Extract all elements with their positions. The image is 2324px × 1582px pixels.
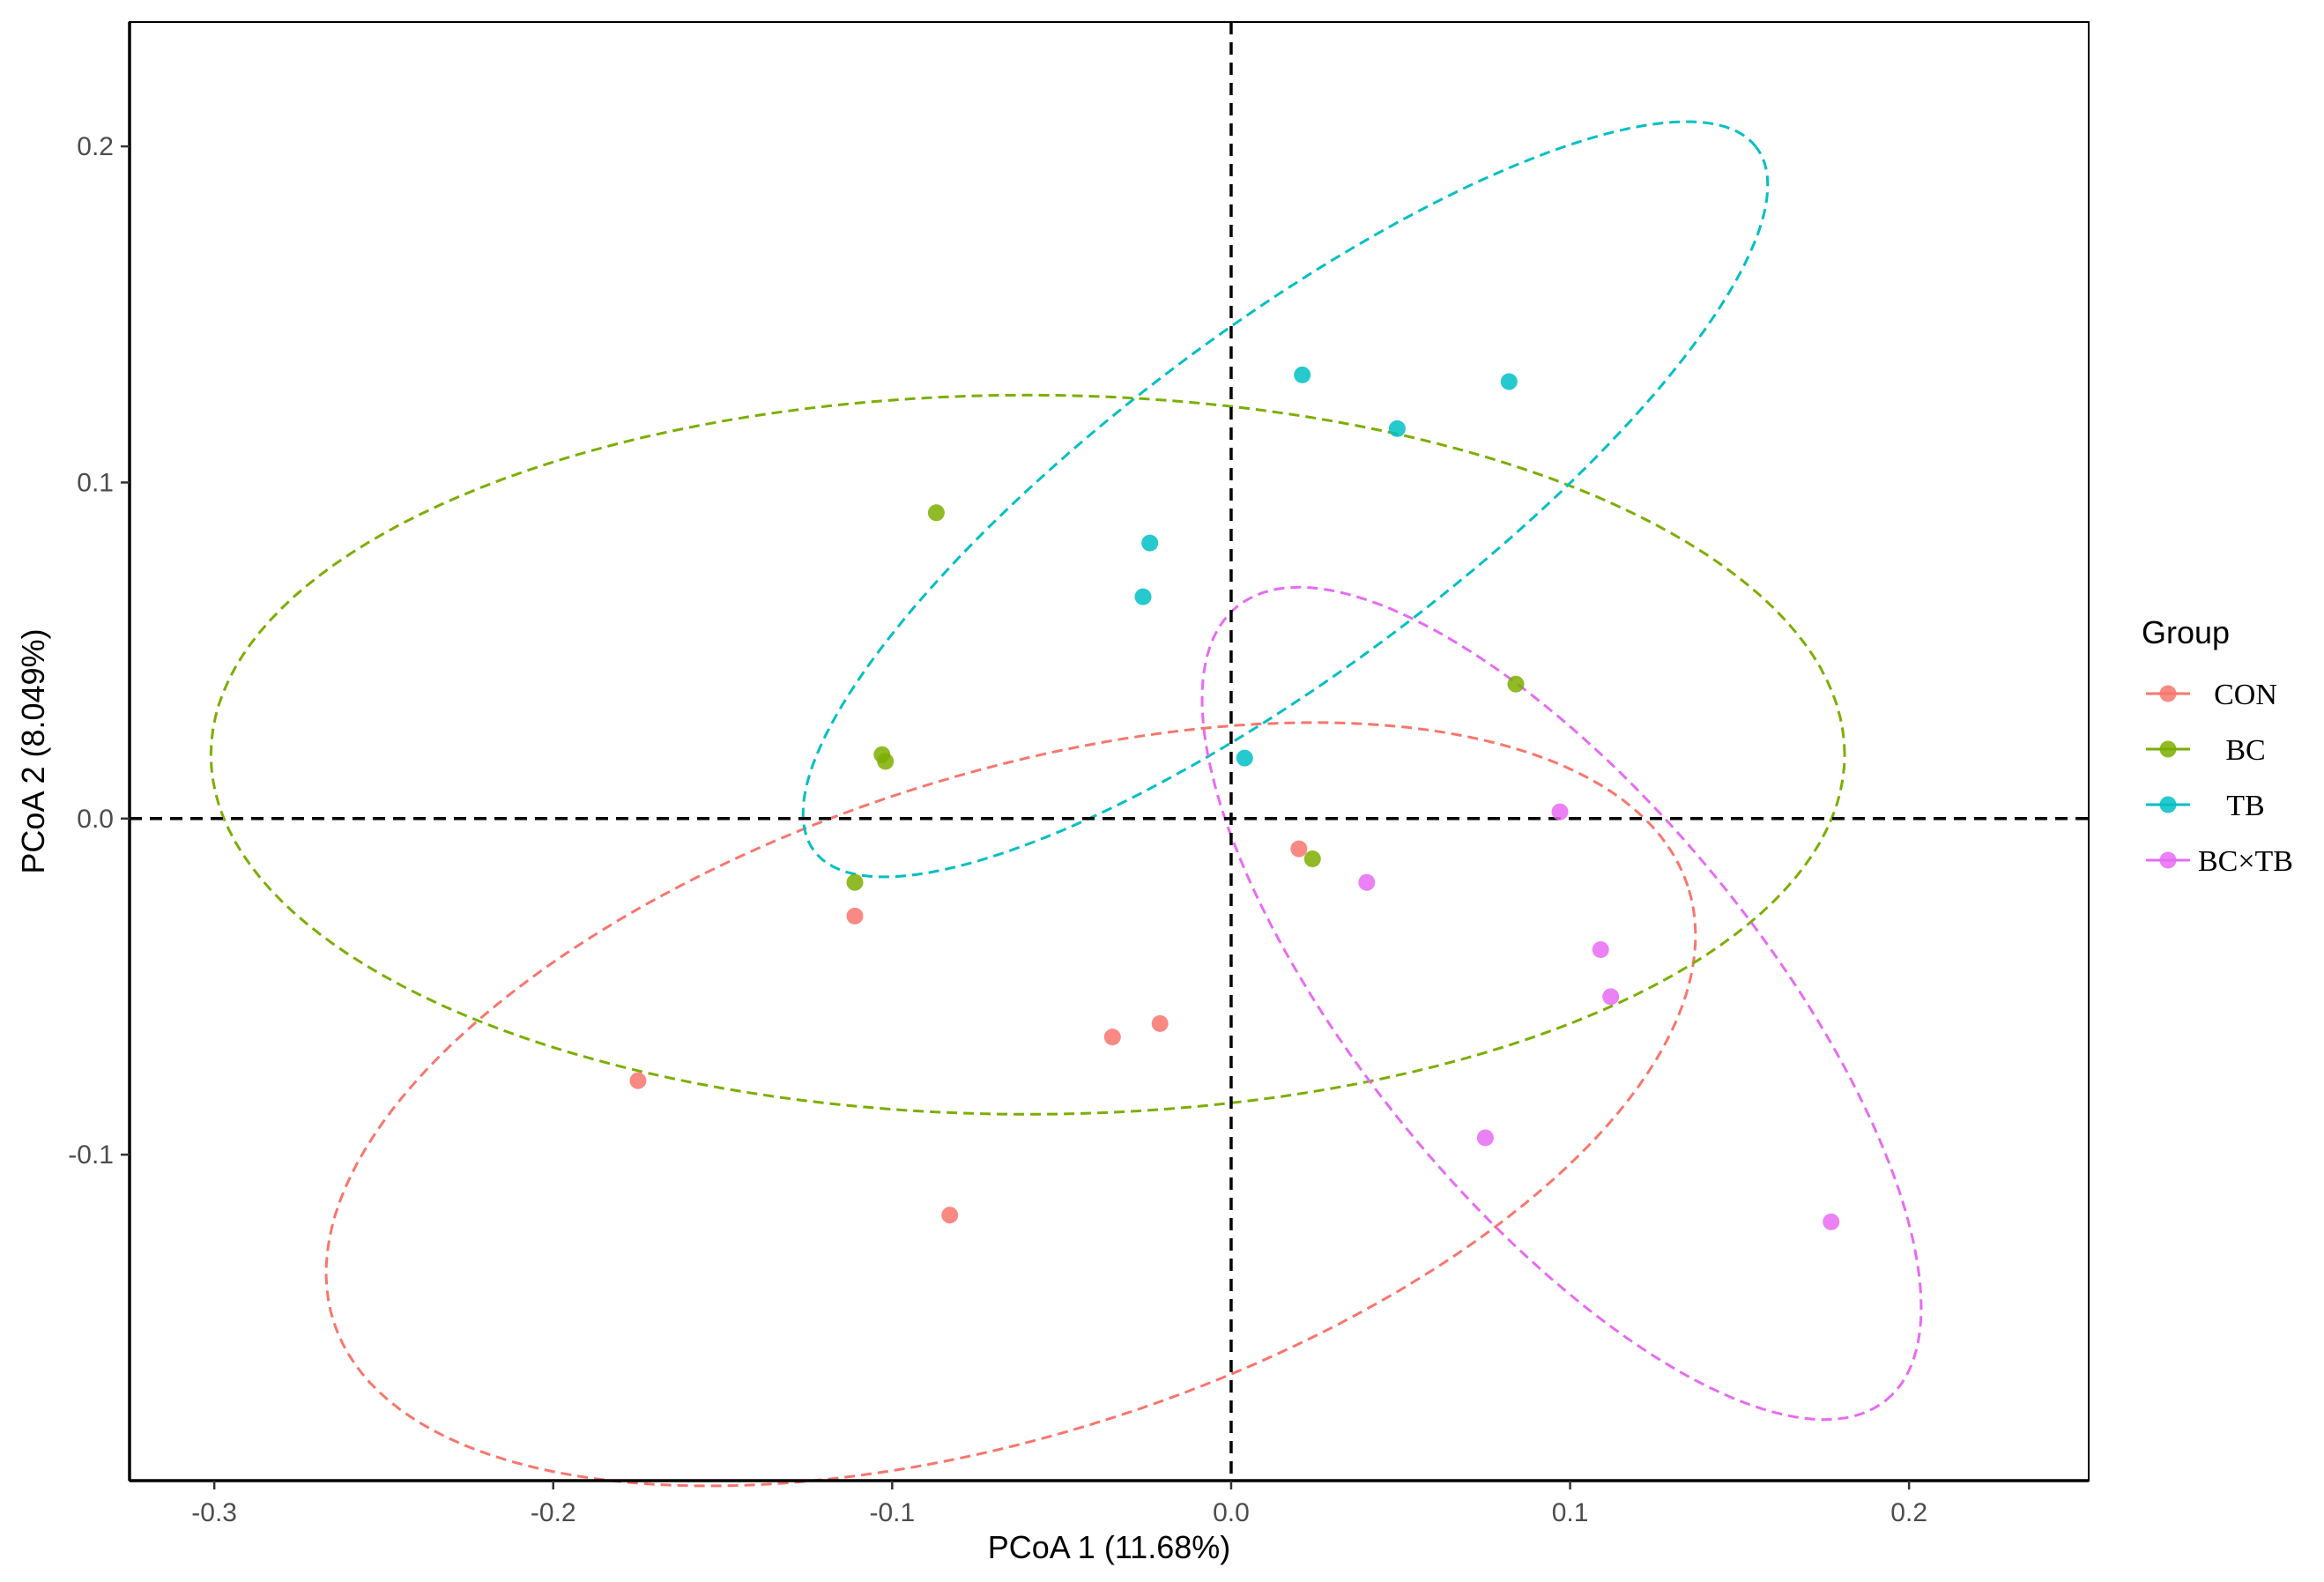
legend-title: Group (2142, 614, 2230, 650)
y-tick-label: 0.1 (77, 468, 114, 497)
y-tick-label: 0.0 (77, 805, 114, 834)
y-tick-label: -0.1 (68, 1140, 114, 1170)
legend-label-con: CON (2214, 679, 2277, 711)
legend-key-dot-con (2159, 685, 2177, 702)
legend-key-dot-bc (2159, 740, 2177, 758)
y-tick-label: 0.2 (77, 132, 114, 161)
ellipse-bc-tb (1200, 585, 1923, 1422)
point-bc (846, 873, 864, 891)
point-bc-tb (1476, 1129, 1494, 1147)
point-tb (1500, 373, 1518, 390)
point-bc-tb (1602, 988, 1620, 1006)
x-tick-label: 0.2 (1890, 1498, 1927, 1527)
legend-label-bc-tb: BC×TB (2198, 845, 2293, 878)
y-axis-label: PCoA 2 (8.049%) (15, 628, 51, 873)
legend-label-tb: TB (2226, 790, 2264, 822)
point-bc (1507, 675, 1525, 693)
point-con (1103, 1029, 1121, 1046)
point-bc (1303, 850, 1321, 867)
point-con (1290, 840, 1308, 858)
points-layer (629, 366, 1840, 1230)
point-bc-tb (1592, 941, 1609, 958)
point-tb (1294, 366, 1311, 383)
legend-key-dot-bc-tb (2159, 851, 2177, 869)
point-bc-tb (1358, 873, 1376, 891)
x-tick-label: 0.1 (1552, 1498, 1589, 1527)
ellipses-layer (209, 120, 1923, 1488)
ticks-layer: -0.3 -0.2 -0.1 0.0 0.1 0.2 -0.1 0.0 0.1 0.2 (68, 132, 1927, 1527)
x-tick-label: -0.2 (531, 1498, 576, 1527)
x-tick-label: 0.0 (1213, 1498, 1250, 1527)
point-con (846, 907, 864, 925)
x-axis-label: PCoA 1 (11.68%) (988, 1529, 1230, 1565)
point-con (941, 1207, 959, 1224)
point-tb (1141, 534, 1159, 552)
ellipse-con (324, 721, 1697, 1488)
point-bc (877, 753, 895, 770)
point-con (1151, 1014, 1169, 1032)
point-bc-tb (1551, 803, 1569, 821)
x-tick-label: -0.3 (191, 1498, 237, 1527)
reference-lines-layer (130, 22, 2089, 1481)
point-con (629, 1072, 647, 1089)
legend: Group CON BC TB BC×TB (2142, 614, 2293, 878)
point-tb (1388, 420, 1406, 437)
point-bc-tb (1823, 1213, 1840, 1230)
legend-label-bc: BC (2225, 734, 2265, 767)
point-tb (1236, 749, 1253, 767)
point-tb (1134, 588, 1152, 605)
x-tick-label: -0.1 (870, 1498, 916, 1527)
point-bc (927, 504, 945, 522)
ellipse-bc (209, 393, 1846, 1116)
legend-key-dot-tb (2159, 796, 2177, 813)
axes-layer (128, 21, 2090, 1482)
